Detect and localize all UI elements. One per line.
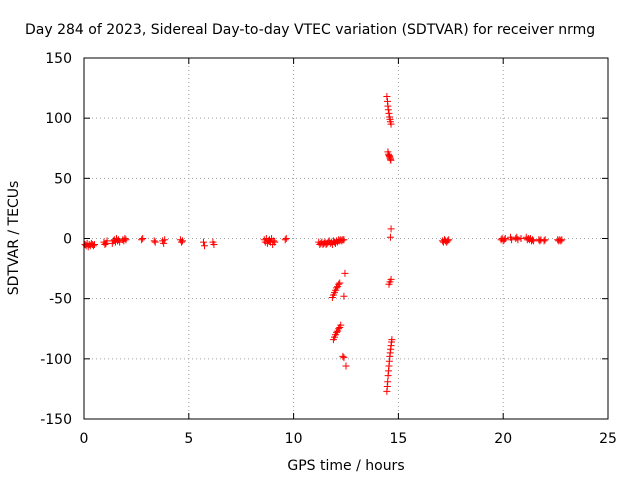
- data-point: [282, 235, 290, 242]
- data-point: [444, 237, 452, 245]
- data-point: [387, 120, 395, 128]
- y-tick-label: 50: [54, 171, 72, 187]
- data-point: [388, 336, 396, 344]
- x-tick-label: 10: [285, 431, 303, 447]
- data-point: [340, 236, 348, 244]
- data-point: [335, 325, 343, 333]
- data-point: [89, 242, 97, 250]
- x-tick-label: 15: [389, 431, 407, 447]
- data-point: [383, 93, 391, 101]
- data-point: [122, 236, 130, 244]
- y-axis-label: SDTVAR / TECUs: [6, 181, 22, 296]
- data-point: [179, 237, 187, 245]
- data-point: [445, 236, 453, 244]
- y-tick-label: -100: [40, 352, 72, 368]
- data-point: [557, 237, 565, 245]
- data-point: [540, 237, 548, 245]
- data-point: [341, 269, 349, 277]
- data-point: [501, 235, 509, 242]
- y-tick-label: -150: [40, 412, 72, 428]
- data-point: [387, 275, 395, 283]
- data-point: [508, 236, 516, 244]
- data-point: [210, 241, 218, 249]
- data-point: [333, 328, 341, 336]
- x-tick-label: 20: [494, 431, 512, 447]
- data-point: [387, 225, 395, 233]
- data-point: [150, 237, 158, 245]
- data-point: [529, 236, 537, 244]
- y-tick-labels: -150 -100 -50 0 50 100 150: [40, 51, 72, 428]
- data-point: [558, 236, 566, 244]
- chart-title: Day 284 of 2023, Sidereal Day-to-day VTE…: [25, 22, 595, 38]
- x-tick-labels: 0 5 10 15 20 25: [80, 431, 617, 447]
- data-point: [271, 238, 279, 246]
- data-point: [384, 378, 392, 386]
- y-tick-label: 100: [45, 111, 72, 127]
- data-point: [339, 352, 347, 360]
- data-point: [199, 238, 207, 246]
- data-point: [161, 236, 169, 244]
- data-point: [387, 156, 395, 164]
- data-point: [201, 242, 209, 250]
- data-point: [336, 279, 344, 287]
- data-point: [90, 241, 98, 249]
- data-point: [139, 235, 147, 242]
- data-point: [385, 109, 393, 117]
- data-point: [337, 321, 345, 329]
- x-tick-label: 5: [184, 431, 193, 447]
- data-point: [101, 241, 109, 249]
- data-point: [160, 239, 168, 247]
- data-point: [340, 354, 348, 362]
- y-tick-label: 0: [63, 232, 72, 248]
- data-point: [541, 236, 549, 244]
- y-tick-label: -50: [49, 292, 72, 308]
- data-point: [138, 236, 146, 244]
- data-point: [500, 236, 508, 244]
- data-point: [281, 236, 289, 244]
- data-point: [514, 236, 522, 244]
- data-point: [103, 237, 111, 245]
- data-point: [335, 280, 343, 288]
- x-axis-label: GPS time / hours: [287, 458, 404, 474]
- data-point: [177, 238, 185, 246]
- data-point: [530, 237, 538, 245]
- axis-ticks: [83, 57, 609, 420]
- x-tick-label: 25: [599, 431, 617, 447]
- data-series: [81, 93, 566, 395]
- data-point: [342, 362, 350, 370]
- y-tick-label: 150: [45, 51, 72, 67]
- data-point: [151, 238, 159, 246]
- data-point: [270, 237, 278, 245]
- data-point: [517, 235, 525, 242]
- data-point: [340, 292, 348, 300]
- data-point: [384, 106, 392, 114]
- data-point: [121, 235, 129, 242]
- x-tick-label: 0: [80, 431, 89, 447]
- data-point: [333, 284, 341, 292]
- data-point: [386, 233, 394, 241]
